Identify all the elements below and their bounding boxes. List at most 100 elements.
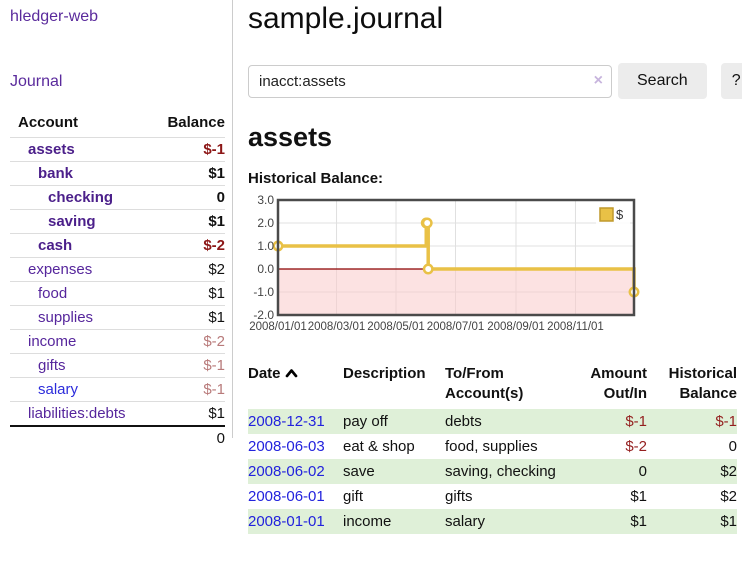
register-header-balance: Historical Balance (668, 365, 737, 402)
transaction-date-link[interactable]: 2008-01-01 (248, 513, 325, 530)
account-row: supplies $1 (10, 305, 225, 330)
account-link[interactable]: liabilities:debts (28, 405, 126, 422)
sort-ascending-icon (285, 364, 298, 384)
transaction-date-link[interactable]: 2008-12-31 (248, 413, 325, 430)
account-link[interactable]: income (28, 333, 77, 350)
svg-text:2008/05/01: 2008/05/01 (367, 321, 425, 333)
register-header-accounts: To/From Account(s) (445, 365, 524, 402)
account-balance: $-1 (203, 357, 225, 374)
accounts-table: Account Balance assets $-1 bank $1 checking 0… (10, 112, 225, 450)
account-balance: $-1 (203, 141, 225, 158)
transaction-row[interactable]: 2008-06-01 gift gifts $1 $2 (248, 484, 737, 509)
svg-text:2008/07/01: 2008/07/01 (427, 321, 485, 333)
account-link[interactable]: supplies (38, 309, 94, 326)
search-button[interactable]: Search (618, 63, 707, 99)
register-header-description: Description (343, 365, 426, 382)
transaction-row[interactable]: 2008-06-03 eat & shop food, supplies $-2 0 (248, 434, 737, 459)
register-header-date[interactable]: Date (248, 362, 343, 409)
account-link[interactable]: gifts (38, 357, 66, 374)
transaction-balance: $-1 (715, 413, 737, 430)
svg-text:2008/11/01: 2008/11/01 (547, 321, 604, 333)
transaction-amount: $1 (630, 488, 647, 505)
account-link[interactable]: expenses (28, 261, 93, 278)
search-row: × Search ? (248, 63, 742, 99)
svg-text:-1.0: -1.0 (253, 285, 274, 299)
transaction-date-link[interactable]: 2008-06-02 (248, 463, 325, 480)
account-row: checking 0 (10, 185, 225, 210)
transaction-description: pay off (343, 413, 388, 430)
register-table: Date Description To/From Account(s) Amou… (248, 362, 737, 534)
transaction-description: eat & shop (343, 438, 415, 455)
account-balance: $1 (208, 405, 225, 422)
account-link[interactable]: bank (38, 165, 74, 182)
account-heading: assets (248, 122, 333, 152)
accounts-header-row: Account Balance (10, 112, 225, 138)
account-row: income $-2 (10, 329, 225, 354)
svg-text:2.0: 2.0 (257, 216, 274, 230)
register-header-amount: Amount Out/In (590, 365, 647, 402)
transaction-accounts: food, supplies (445, 438, 538, 455)
account-row: bank $1 (10, 161, 225, 186)
account-row: salary $-1 (10, 377, 225, 402)
transaction-description: save (343, 463, 375, 480)
transaction-date-link[interactable]: 2008-06-01 (248, 488, 325, 505)
account-link[interactable]: cash (38, 237, 73, 254)
account-row: assets $-1 (10, 137, 225, 162)
chart-label: Historical Balance: (248, 170, 384, 187)
transaction-row[interactable]: 2008-12-31 pay off debts $-1 $-1 (248, 409, 737, 434)
transaction-accounts: gifts (445, 488, 473, 505)
account-row: gifts $-1 (10, 353, 225, 378)
account-balance: $1 (208, 165, 225, 182)
svg-text:3.0: 3.0 (257, 195, 274, 207)
transaction-balance: $2 (720, 463, 737, 480)
account-balance: $-2 (203, 333, 225, 350)
transaction-row[interactable]: 2008-06-02 save saving, checking 0 $2 (248, 459, 737, 484)
date-header-label: Date (248, 365, 281, 382)
svg-text:2008/01/01: 2008/01/01 (249, 321, 307, 333)
transaction-amount: 0 (638, 463, 647, 480)
transaction-description: gift (343, 488, 364, 505)
historical-balance-chart: $3.0 2.0 1.0 0.0 -1.0 -2.0 2008/01/01 2008/03/0… (248, 193, 742, 342)
accounts-header-account: Account (18, 114, 78, 131)
accounts-header-balance: Balance (167, 114, 225, 131)
transaction-amount: $-1 (625, 413, 647, 430)
svg-text:$: $ (616, 207, 624, 222)
svg-text:2008/09/01: 2008/09/01 (487, 321, 545, 333)
svg-text:-2.0: -2.0 (253, 308, 274, 322)
search-box: × (248, 64, 612, 98)
svg-text:2008/03/01: 2008/03/01 (308, 321, 366, 333)
account-balance: $1 (208, 213, 225, 230)
account-balance: 0 (216, 189, 225, 206)
account-row: cash $-2 (10, 233, 225, 258)
account-link[interactable]: assets (28, 141, 75, 158)
brand-link[interactable]: hledger-web (10, 8, 99, 25)
help-button[interactable]: ? (720, 63, 742, 99)
account-link[interactable]: food (38, 285, 68, 302)
transaction-date-link[interactable]: 2008-06-03 (248, 438, 325, 455)
nav-journal-wrap: Journal (10, 73, 226, 91)
sidebar-item-journal[interactable]: Journal (10, 73, 63, 90)
account-link[interactable]: checking (48, 189, 114, 206)
transaction-balance: $2 (720, 488, 737, 505)
account-row: expenses $2 (10, 257, 225, 282)
transaction-accounts: debts (445, 413, 482, 430)
search-input[interactable] (248, 64, 612, 98)
transaction-balance: $1 (720, 513, 737, 530)
transaction-amount: $1 (630, 513, 647, 530)
account-link[interactable]: saving (48, 213, 96, 230)
account-balance: $-2 (203, 237, 225, 254)
transaction-description: income (343, 513, 392, 530)
account-balance: $1 (208, 285, 225, 302)
transaction-accounts: saving, checking (445, 463, 556, 480)
svg-text:1.0: 1.0 (257, 239, 274, 253)
sidebar: hledger-web Journal Account Balance asse… (0, 0, 233, 447)
transaction-accounts: salary (445, 513, 486, 530)
main-content: sample.journal × Search ? assets Histori… (233, 0, 742, 534)
account-link[interactable]: salary (38, 381, 79, 398)
transaction-row[interactable]: 2008-01-01 income salary $1 $1 (248, 509, 737, 534)
clear-search-icon[interactable]: × (593, 71, 603, 89)
accounts-total: 0 (216, 430, 225, 447)
account-row: liabilities:debts $1 (10, 401, 225, 427)
